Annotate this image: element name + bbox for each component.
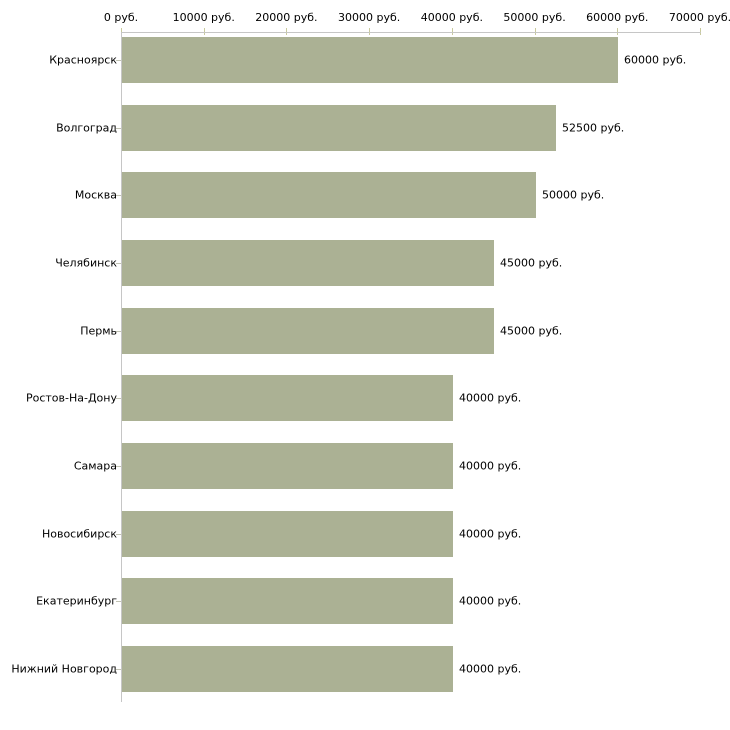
- y-axis-tick-mark: [116, 669, 121, 670]
- bar: [122, 443, 453, 489]
- x-axis-tick-mark: [700, 28, 701, 35]
- x-axis-tick-label: 10000 руб.: [172, 11, 235, 24]
- bar: [122, 646, 453, 692]
- x-axis-tick-mark: [121, 28, 122, 35]
- x-axis-line: [121, 32, 701, 33]
- y-axis-tick-mark: [116, 195, 121, 196]
- x-axis-tick-mark: [286, 28, 288, 35]
- x-axis-tick-label: 0 руб.: [103, 11, 139, 24]
- bar: [122, 172, 536, 218]
- bar: [122, 511, 453, 557]
- category-label: Москва: [74, 188, 117, 202]
- x-axis-tick-mark: [534, 28, 536, 35]
- y-axis-tick-mark: [116, 466, 121, 467]
- value-label: 45000 руб.: [500, 324, 563, 338]
- category-label: Самара: [73, 459, 117, 473]
- bar: [122, 240, 494, 286]
- x-axis-tick-label: 20000 руб.: [255, 11, 318, 24]
- x-axis-tick-mark: [203, 28, 205, 35]
- bar: [122, 105, 556, 151]
- value-label: 40000 руб.: [459, 662, 522, 676]
- y-axis-tick-mark: [116, 60, 121, 61]
- category-label: Красноярск: [49, 53, 117, 67]
- category-label: Ростов-На-Дону: [25, 391, 117, 405]
- y-axis-tick-mark: [116, 331, 121, 332]
- value-label: 40000 руб.: [459, 527, 522, 541]
- x-axis-tick-label: 70000 руб.: [668, 11, 730, 24]
- value-label: 50000 руб.: [542, 188, 605, 202]
- y-axis-tick-mark: [116, 263, 121, 264]
- category-label: Новосибирск: [41, 527, 117, 541]
- value-label: 45000 руб.: [500, 256, 563, 270]
- y-axis-tick-mark: [116, 601, 121, 602]
- value-label: 40000 руб.: [459, 594, 522, 608]
- x-axis-tick-mark: [451, 28, 453, 35]
- bar: [122, 37, 618, 83]
- value-label: 40000 руб.: [459, 391, 522, 405]
- category-label: Екатеринбург: [36, 594, 117, 608]
- y-axis-tick-mark: [116, 398, 121, 399]
- x-axis-tick-label: 60000 руб.: [586, 11, 649, 24]
- x-axis-tick-mark: [369, 28, 371, 35]
- x-axis-tick-label: 40000 руб.: [420, 11, 483, 24]
- value-label: 52500 руб.: [562, 121, 625, 135]
- bar: [122, 578, 453, 624]
- category-label: Нижний Новгород: [11, 662, 117, 676]
- y-axis-line: [121, 32, 122, 702]
- category-label: Волгоград: [56, 121, 117, 135]
- category-label: Пермь: [80, 324, 117, 338]
- x-axis-tick-mark: [617, 28, 619, 35]
- y-axis-tick-mark: [116, 128, 121, 129]
- value-label: 60000 руб.: [624, 53, 687, 67]
- bar: [122, 375, 453, 421]
- x-axis-tick-label: 50000 руб.: [503, 11, 566, 24]
- y-axis-tick-mark: [116, 534, 121, 535]
- value-label: 40000 руб.: [459, 459, 522, 473]
- bar: [122, 308, 494, 354]
- category-label: Челябинск: [55, 256, 117, 270]
- x-axis-tick-label: 30000 руб.: [338, 11, 401, 24]
